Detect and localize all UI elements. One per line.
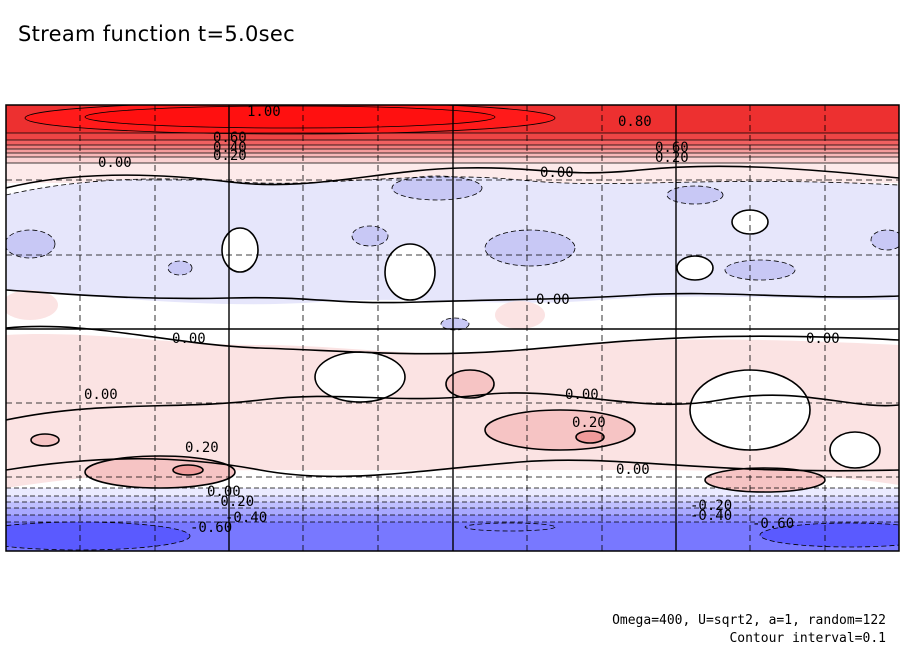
blob-pos-c xyxy=(85,456,235,488)
positive-blobs-deepest xyxy=(173,431,604,475)
blob-pos-g xyxy=(31,434,59,446)
zero-e xyxy=(315,352,405,402)
zero-b xyxy=(732,210,768,234)
blob-pos-b xyxy=(495,301,545,329)
footer-params: Omega=400, U=sqrt2, a=1, random=122 xyxy=(612,613,886,628)
contour-label: 0.00 xyxy=(172,331,206,347)
blob-neg-i xyxy=(441,318,469,330)
contour-label: 0.00 xyxy=(540,165,574,181)
blob-pos-h xyxy=(173,465,203,475)
contour-label: 0.40 xyxy=(213,140,247,156)
blob-pos-f xyxy=(446,370,494,398)
blob-neg-h xyxy=(871,230,899,250)
band-neg-0.7b xyxy=(760,523,899,547)
blob-neg-g xyxy=(667,186,723,204)
contour-label: 0.20 xyxy=(213,148,247,164)
blob-pos-e xyxy=(705,468,825,492)
zero-a xyxy=(385,244,435,300)
contour-label: -0.60 xyxy=(752,516,794,532)
contour-label: -0.20 xyxy=(690,498,732,514)
contour-label: 0.60 xyxy=(213,130,247,146)
zero-regions xyxy=(222,210,880,468)
blob-pos-i xyxy=(576,431,604,443)
contour-label: 0.00 xyxy=(616,462,650,478)
contour-label: 0.20 xyxy=(655,150,689,166)
negative-blobs-deeper xyxy=(6,176,899,330)
contour-label: -0.40 xyxy=(690,508,732,524)
gridlines xyxy=(6,105,899,551)
zero-d xyxy=(830,432,880,468)
blob-neg-b xyxy=(6,230,55,258)
contour-label: 0.60 xyxy=(655,140,689,156)
contour-label: 0.00 xyxy=(536,292,570,308)
contour-label: 0.20 xyxy=(185,440,219,456)
contour-label: 0.00 xyxy=(98,155,132,171)
contour-label: 0.80 xyxy=(618,114,652,130)
blob-pos-a xyxy=(6,290,58,320)
contour-label: 0.00 xyxy=(806,331,840,347)
zero-c xyxy=(677,256,713,280)
blob-neg-a xyxy=(392,176,482,200)
blob-neg-f xyxy=(168,261,192,275)
contour-labels: 1.000.800.600.400.20 0.600.200.000.000.00… xyxy=(84,104,840,536)
contour-label: 0.00 xyxy=(84,387,118,403)
contour-label: -0.20 xyxy=(212,494,254,510)
contour-label: -0.60 xyxy=(190,520,232,536)
blob-neg-d xyxy=(725,260,795,280)
contour-label: 0.20 xyxy=(572,415,606,431)
band-pos-1.0 xyxy=(85,106,495,128)
contour-label: -0.40 xyxy=(225,510,267,526)
band-neg-0.7 xyxy=(6,522,190,550)
chart-title: Stream function t=5.0sec xyxy=(18,22,295,46)
contour-label: 0.00 xyxy=(207,484,241,500)
zero-contours xyxy=(6,165,899,493)
contour-label: 0.00 xyxy=(565,387,599,403)
blob-neg-e xyxy=(352,226,388,246)
footer-interval: Contour interval=0.1 xyxy=(729,631,886,646)
contour-label: 1.00 xyxy=(247,104,281,120)
major-gridlines xyxy=(6,105,899,551)
plot-frame xyxy=(5,104,900,552)
zero-g xyxy=(222,228,258,272)
blob-neg-c xyxy=(485,230,575,266)
